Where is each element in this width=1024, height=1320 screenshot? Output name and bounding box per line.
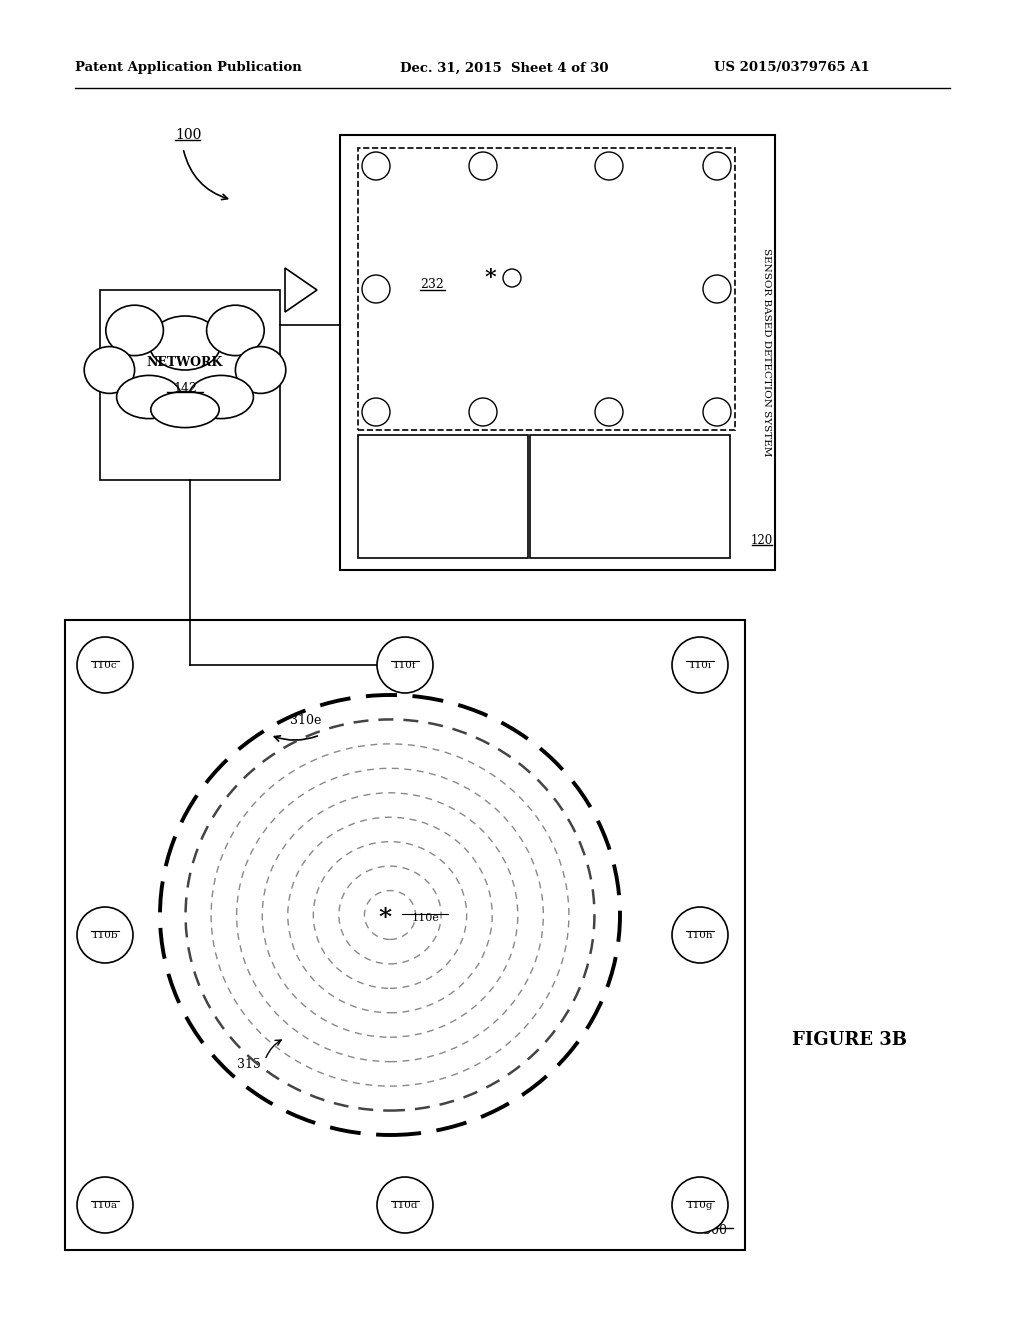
Text: 100: 100 [175, 128, 202, 143]
Text: 142: 142 [173, 381, 197, 395]
Text: FIGURE 3B: FIGURE 3B [793, 1031, 907, 1049]
Text: 110g: 110g [687, 1200, 714, 1209]
Circle shape [703, 399, 731, 426]
Text: 110a: 110a [92, 1200, 118, 1209]
Text: 315: 315 [237, 1059, 261, 1072]
Ellipse shape [117, 375, 181, 418]
Circle shape [362, 399, 390, 426]
Text: 230: 230 [450, 536, 472, 549]
Bar [100, 290, 280, 480]
Circle shape [595, 152, 623, 180]
Ellipse shape [151, 392, 219, 428]
Ellipse shape [188, 375, 253, 418]
Bar [65, 620, 745, 1250]
Text: Dec. 31, 2015  Sheet 4 of 30: Dec. 31, 2015 Sheet 4 of 30 [400, 62, 608, 74]
Circle shape [672, 1177, 728, 1233]
Ellipse shape [207, 305, 264, 355]
Circle shape [77, 638, 133, 693]
Ellipse shape [236, 347, 286, 393]
Text: US 2015/0379765 A1: US 2015/0379765 A1 [715, 62, 870, 74]
Text: 110f: 110f [393, 660, 417, 669]
Text: MANAGEMENT: MANAGEMENT [626, 465, 635, 544]
Circle shape [503, 269, 521, 286]
Text: 310e: 310e [290, 714, 322, 726]
Circle shape [377, 638, 433, 693]
Text: ←MODULE: ←MODULE [626, 498, 635, 554]
Circle shape [672, 638, 728, 693]
Bar [340, 135, 775, 570]
Text: *: * [379, 906, 391, 931]
Text: STATE: STATE [626, 462, 635, 495]
Text: 110i: 110i [688, 660, 712, 669]
Ellipse shape [84, 347, 134, 393]
Bar [358, 148, 735, 430]
Text: *: * [484, 267, 496, 289]
Circle shape [77, 907, 133, 964]
Text: NETWORK: NETWORK [146, 355, 223, 368]
Ellipse shape [105, 305, 164, 355]
Circle shape [362, 152, 390, 180]
Circle shape [703, 152, 731, 180]
Text: 240: 240 [637, 536, 659, 549]
Circle shape [672, 907, 728, 964]
Circle shape [703, 275, 731, 304]
Text: Patent Application Publication: Patent Application Publication [75, 62, 302, 74]
Text: SENSOR BASED DETECTION SYSTEM: SENSOR BASED DETECTION SYSTEM [762, 248, 770, 457]
Circle shape [377, 1177, 433, 1233]
Text: 110d: 110d [392, 1200, 418, 1209]
Circle shape [77, 1177, 133, 1233]
Text: 110h: 110h [687, 931, 714, 940]
Text: DATA WAREHOUSE: DATA WAREHOUSE [438, 436, 447, 536]
Circle shape [469, 152, 497, 180]
Text: 110e: 110e [412, 913, 440, 923]
Circle shape [469, 399, 497, 426]
Text: 232: 232 [420, 279, 443, 292]
Text: 120: 120 [751, 533, 773, 546]
Circle shape [362, 275, 390, 304]
Text: →MODULE: →MODULE [438, 490, 447, 546]
Text: 110b: 110b [92, 931, 119, 940]
Bar [530, 436, 730, 558]
Text: 300: 300 [703, 1224, 727, 1237]
Ellipse shape [150, 315, 221, 370]
Text: 110c: 110c [92, 660, 118, 669]
Circle shape [595, 399, 623, 426]
Bar [358, 436, 528, 558]
Polygon shape [285, 268, 317, 312]
